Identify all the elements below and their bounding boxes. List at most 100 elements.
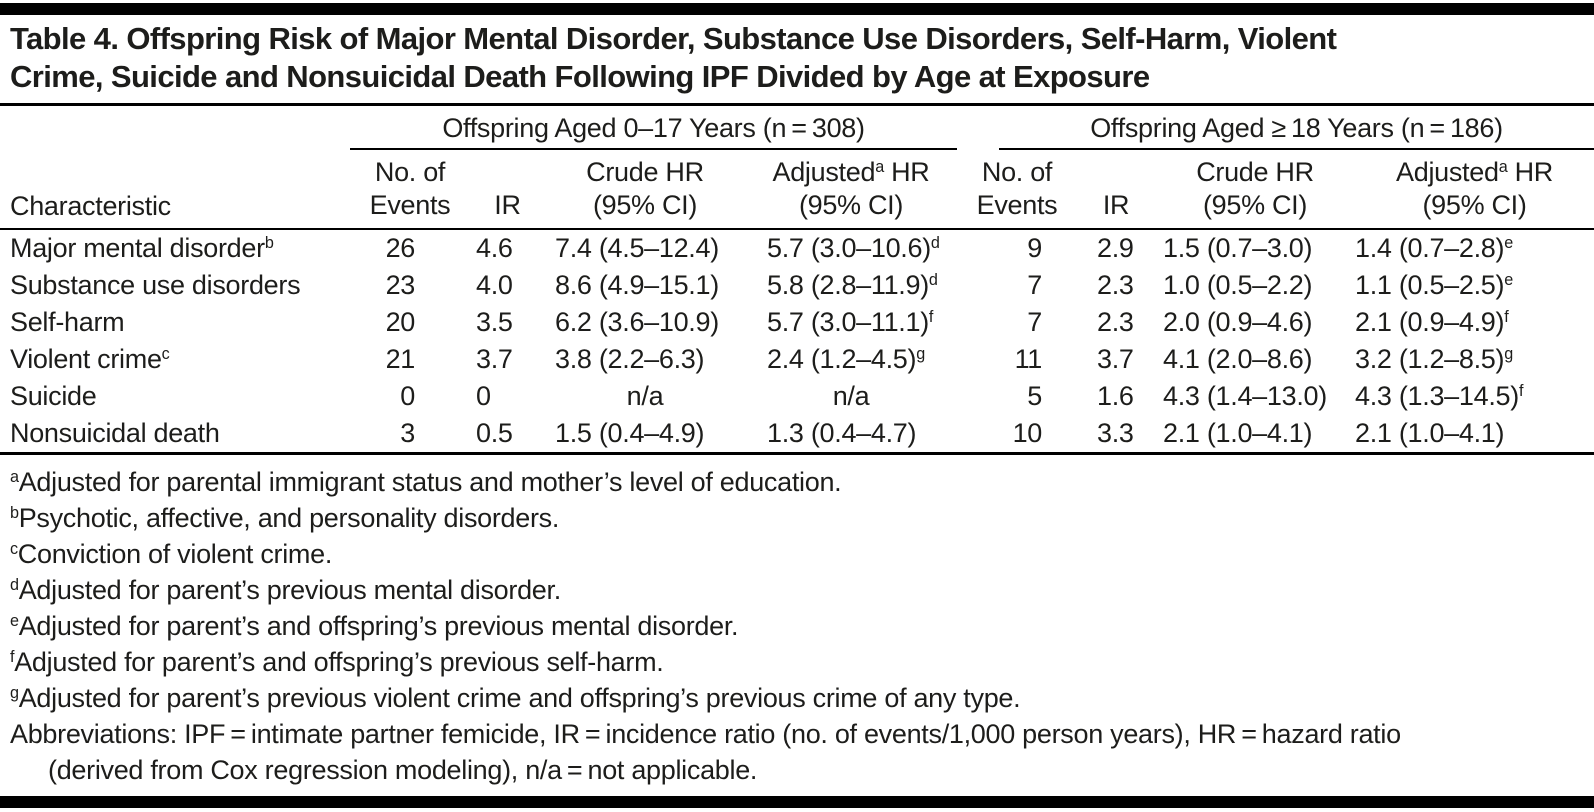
abbreviations-line2: (derived from Cox regression modeling), … (48, 755, 758, 785)
ir-cell-g1: 3.5 (476, 307, 513, 337)
footnote-marker-a: a (1498, 158, 1508, 177)
footnote-marker: g (916, 345, 925, 364)
adjusted-hr-header-line1: Adjusteda HR (772, 157, 930, 187)
footnote-marker: f (10, 648, 15, 667)
crude-hr-cell-g1: 8.6 (4.9–15.1) (555, 270, 719, 300)
ir-cell-g2: 3.7 (1097, 344, 1134, 374)
footnotes-block: aAdjusted for parental immigrant status … (0, 455, 1594, 790)
group-header-aged-18plus: Offspring Aged ≥ 18 Years (n = 186) (957, 106, 1594, 150)
adjusted-hr-cell-g2: 1.1 (0.5–2.5)e (1355, 270, 1513, 300)
footnote-marker: d (10, 576, 19, 595)
paper-table-page: Table 4. Offspring Risk of Major Mental … (0, 3, 1594, 808)
adjusted-hr-cell-g2: 1.4 (0.7–2.8)e (1355, 233, 1513, 263)
column-header-ir-g2: IR (1077, 150, 1156, 230)
crude-hr-cell-g1: n/a (626, 381, 664, 411)
column-header-crude-hr-g2: Crude HR (95% CI) (1155, 150, 1356, 230)
crude-hr-cell-g2: 4.3 (1.4–13.0) (1163, 381, 1327, 411)
events-cell-g2: 9 (1027, 233, 1043, 263)
adjusted-hr-cell-g2: 2.1 (1.0–4.1) (1355, 415, 1594, 455)
table-row-major-mental-disorder: Major mental disorderb 26 4.6 7.4 (4.5–1… (0, 229, 1594, 267)
results-table: Characteristic Offspring Aged 0–17 Years… (0, 106, 1594, 455)
crude-hr-cell-g2: 1.0 (0.5–2.2) (1163, 270, 1313, 300)
events-header-line2: Events (369, 190, 451, 220)
group-header-row: Characteristic Offspring Aged 0–17 Years… (0, 106, 1594, 230)
footnote-marker: f (928, 308, 934, 327)
adjusted-hr-cell-g1: 1.3 (0.4–4.7) (745, 415, 958, 455)
crude-hr-cell-g1: 3.8 (2.2–6.3) (555, 344, 705, 374)
footnote-marker: c (161, 345, 170, 364)
ir-cell-g2: 2.3 (1097, 270, 1134, 300)
table-title-line1: Table 4. Offspring Risk of Major Mental … (10, 21, 1337, 56)
events-cell-g2: 7 (1027, 270, 1043, 300)
footnote-marker: d (928, 271, 938, 290)
characteristic-label: Characteristic (10, 191, 171, 221)
events-header-line1: No. of (981, 157, 1053, 187)
footnote-marker-a: a (875, 158, 884, 177)
group-header-aged-0-17-text: Offspring Aged 0–17 Years (n = 308) (350, 106, 958, 150)
crude-hr-cell-g1: 6.2 (3.6–10.9) (555, 307, 719, 337)
adjusted-hr-cell-g2: 3.2 (1.2–8.5)g (1355, 344, 1513, 374)
footnote-g: gAdjusted for parent’s previous violent … (10, 683, 1021, 713)
crude-hr-cell-g2: 2.0 (0.9–4.6) (1163, 307, 1313, 337)
crude-hr-header-line1: Crude HR (1196, 157, 1314, 187)
adjusted-hr-header-line1: Adjusteda HR (1396, 157, 1554, 187)
adjusted-hr-header-line2: (95% CI) (1422, 190, 1527, 220)
events-cell-g1: 26 (385, 233, 416, 263)
ir-cell-g1: 4.6 (476, 233, 513, 263)
footnote-a: aAdjusted for parental immigrant status … (10, 467, 842, 497)
ir-cell-g1: 3.7 (476, 344, 513, 374)
adjusted-hr-cell-g1: 2.4 (1.2–4.5)g (767, 344, 925, 374)
row-label: Nonsuicidal death (0, 415, 350, 455)
ir-cell-g1: 4.0 (476, 270, 513, 300)
footnote-e: eAdjusted for parent’s and offspring’s p… (10, 611, 739, 641)
events-cell-g2: 11 (1014, 344, 1043, 374)
adjusted-hr-cell-g1: 5.7 (3.0–10.6)d (767, 233, 940, 263)
footnote-marker: f (1504, 308, 1509, 327)
events-cell-g2: 7 (1027, 307, 1043, 337)
footnote-b: bPsychotic, affective, and personality d… (10, 503, 560, 533)
ir-cell-g2: 2.9 (1097, 233, 1134, 263)
ir-header: IR (494, 190, 521, 220)
crude-hr-header-line2: (95% CI) (1202, 190, 1308, 220)
row-label: Substance use disorders (10, 270, 301, 300)
events-cell-g1: 20 (385, 307, 416, 337)
events-cell-g1: 21 (385, 344, 416, 374)
column-header-events-g2: No. of Events (957, 150, 1078, 230)
column-header-adjusted-hr-g2: Adjusteda HR (95% CI) (1355, 150, 1594, 230)
footnote-marker: a (10, 468, 19, 487)
column-header-events-g1: No. of Events (350, 150, 470, 230)
crude-hr-header-line2: (95% CI) (592, 190, 698, 220)
footnote-marker: d (930, 234, 940, 253)
column-header-ir-g1: IR (470, 150, 545, 230)
events-header-line1: No. of (374, 157, 446, 187)
footnote-c: cConviction of violent crime. (10, 539, 333, 569)
table-title-line2: Crime, Suicide and Nonsuicidal Death Fol… (10, 59, 1150, 94)
footnote-marker: e (10, 612, 19, 631)
row-label: Violent crimec (10, 344, 170, 374)
crude-hr-header-line1: Crude HR (586, 157, 704, 187)
events-cell-g1: 23 (385, 270, 416, 300)
events-cell-g1: 0 (400, 381, 415, 411)
footnote-marker: e (1504, 271, 1513, 290)
ir-cell-g1: 0 (476, 381, 491, 411)
column-header-adjusted-hr-g1: Adjusteda HR (95% CI) (745, 150, 958, 230)
crude-hr-cell-g1: 7.4 (4.5–12.4) (555, 233, 719, 263)
events-cell-g2: 5 (1027, 381, 1043, 411)
crude-hr-cell-g1: 1.5 (0.4–4.9) (545, 415, 745, 455)
footnote-d: dAdjusted for parent’s previous mental d… (10, 575, 561, 605)
table-row-suicide: Suicide 0 0 n/a n/a 5 1.6 4.3 (1.4–13.0)… (0, 378, 1594, 415)
crude-hr-cell-g2: 4.1 (2.0–8.6) (1163, 344, 1313, 374)
footnote-marker: b (10, 504, 19, 523)
ir-header: IR (1102, 190, 1130, 220)
ir-cell-g2: 2.3 (1097, 307, 1134, 337)
adjusted-hr-cell-g2: 4.3 (1.3–14.5)f (1355, 381, 1524, 411)
table-title: Table 4. Offspring Risk of Major Mental … (0, 15, 1594, 106)
column-header-characteristic: Characteristic (0, 106, 350, 230)
table-row-self-harm: Self-harm 20 3.5 6.2 (3.6–10.9) 5.7 (3.0… (0, 304, 1594, 341)
footnote-marker: b (264, 234, 274, 253)
adjusted-hr-cell-g2: 2.1 (0.9–4.9)f (1355, 307, 1509, 337)
subheader-row: No. of Events IR Crude HR (95% CI) Adjus… (0, 150, 1594, 230)
group-header-aged-18plus-text: Offspring Aged ≥ 18 Years (n = 186) (999, 106, 1594, 150)
events-cell-g2: 10 (957, 415, 1078, 455)
row-label: Self-harm (10, 307, 125, 337)
